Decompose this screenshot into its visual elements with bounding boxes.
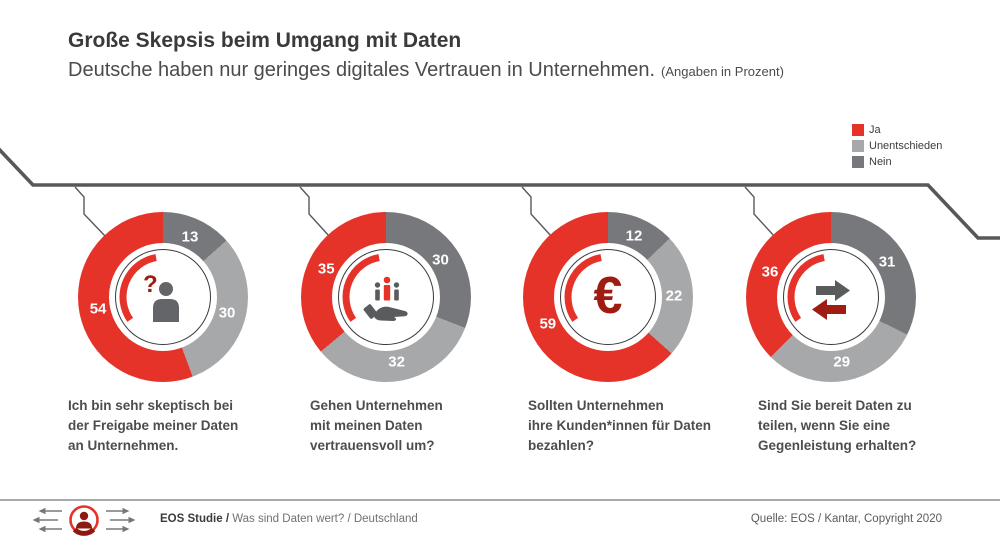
chart-question-1: Ich bin sehr skeptisch bei der Freigabe …: [68, 398, 239, 453]
inner-ring: [560, 249, 656, 345]
inner-ring: [338, 249, 434, 345]
segment-value-label: 31: [878, 253, 896, 271]
exchange-arrows-icon: [783, 249, 879, 345]
segment-value-label: 59: [539, 315, 557, 333]
footer-divider: [0, 499, 1000, 501]
legend-item-unentschieden: Unentschieden: [852, 138, 942, 154]
eos-logo: [32, 505, 136, 536]
legend-item-ja: Ja: [852, 122, 942, 138]
chart-legend: Ja Unentschieden Nein: [852, 122, 942, 170]
footer-brand-rest: Was sind Daten wert? / Deutschland: [229, 513, 418, 525]
legend-label: Nein: [869, 156, 892, 168]
segment-value-label: 13: [181, 228, 199, 246]
legend-label: Ja: [869, 124, 881, 136]
footer-brand-bold: EOS Studie /: [160, 513, 230, 525]
donut-chart-vertrauen: 30 32 35: [301, 212, 471, 382]
footer-source: Quelle: EOS / Kantar, Copyright 2020: [750, 513, 942, 525]
legend-item-nein: Nein: [852, 154, 942, 170]
page-title: Große Skepsis beim Umgang mit Daten: [68, 29, 462, 52]
subtitle-text: Deutsche haben nur geringes digitales Ve…: [68, 59, 656, 82]
segment-value-label: 32: [388, 353, 405, 371]
inner-ring: [115, 249, 211, 345]
person-question-icon: ?: [115, 249, 211, 345]
chart-question-2: Gehen Unternehmen mit meinen Daten vertr…: [310, 398, 443, 453]
legend-label: Unentschieden: [869, 140, 943, 152]
legend-swatch-ja: [852, 124, 864, 136]
euro-icon: €: [593, 267, 623, 325]
segment-value-label: 30: [432, 251, 449, 269]
footer-brand: EOS Studie / Was sind Daten wert? / Deut…: [160, 513, 418, 525]
segment-value-label: 35: [317, 260, 335, 278]
segment-value-label: 30: [218, 304, 236, 322]
donut-chart-bezahlen: € 12 22 59: [523, 212, 693, 382]
segment-value-label: 12: [625, 227, 643, 245]
chart-question-3: Sollten Unternehmen ihre Kunden*innen fü…: [528, 398, 712, 453]
segment-value-label: 36: [761, 263, 779, 281]
header: Große Skepsis beim Umgang mit Daten Deut…: [68, 28, 784, 83]
page-subtitle: Deutsche haben nur geringes digitales Ve…: [68, 57, 784, 83]
donut-chart-skepsis: ? 13 30 54: [78, 212, 248, 382]
subtitle-note: (Angaben in Prozent): [661, 64, 784, 80]
legend-swatch-nein: [852, 156, 864, 168]
chart-question-4: Sind Sie bereit Daten zu teilen, wenn Si…: [758, 398, 917, 453]
svg-text:?: ?: [143, 272, 158, 298]
hand-data-icon: [338, 249, 434, 345]
segment-value-label: 29: [833, 353, 851, 371]
inner-ring: [783, 249, 879, 345]
segment-value-label: 54: [89, 300, 107, 318]
segment-value-label: 22: [665, 287, 683, 305]
legend-swatch-unentschieden: [852, 140, 864, 152]
donut-chart-gegenleistung: 31 29 36: [746, 212, 916, 382]
